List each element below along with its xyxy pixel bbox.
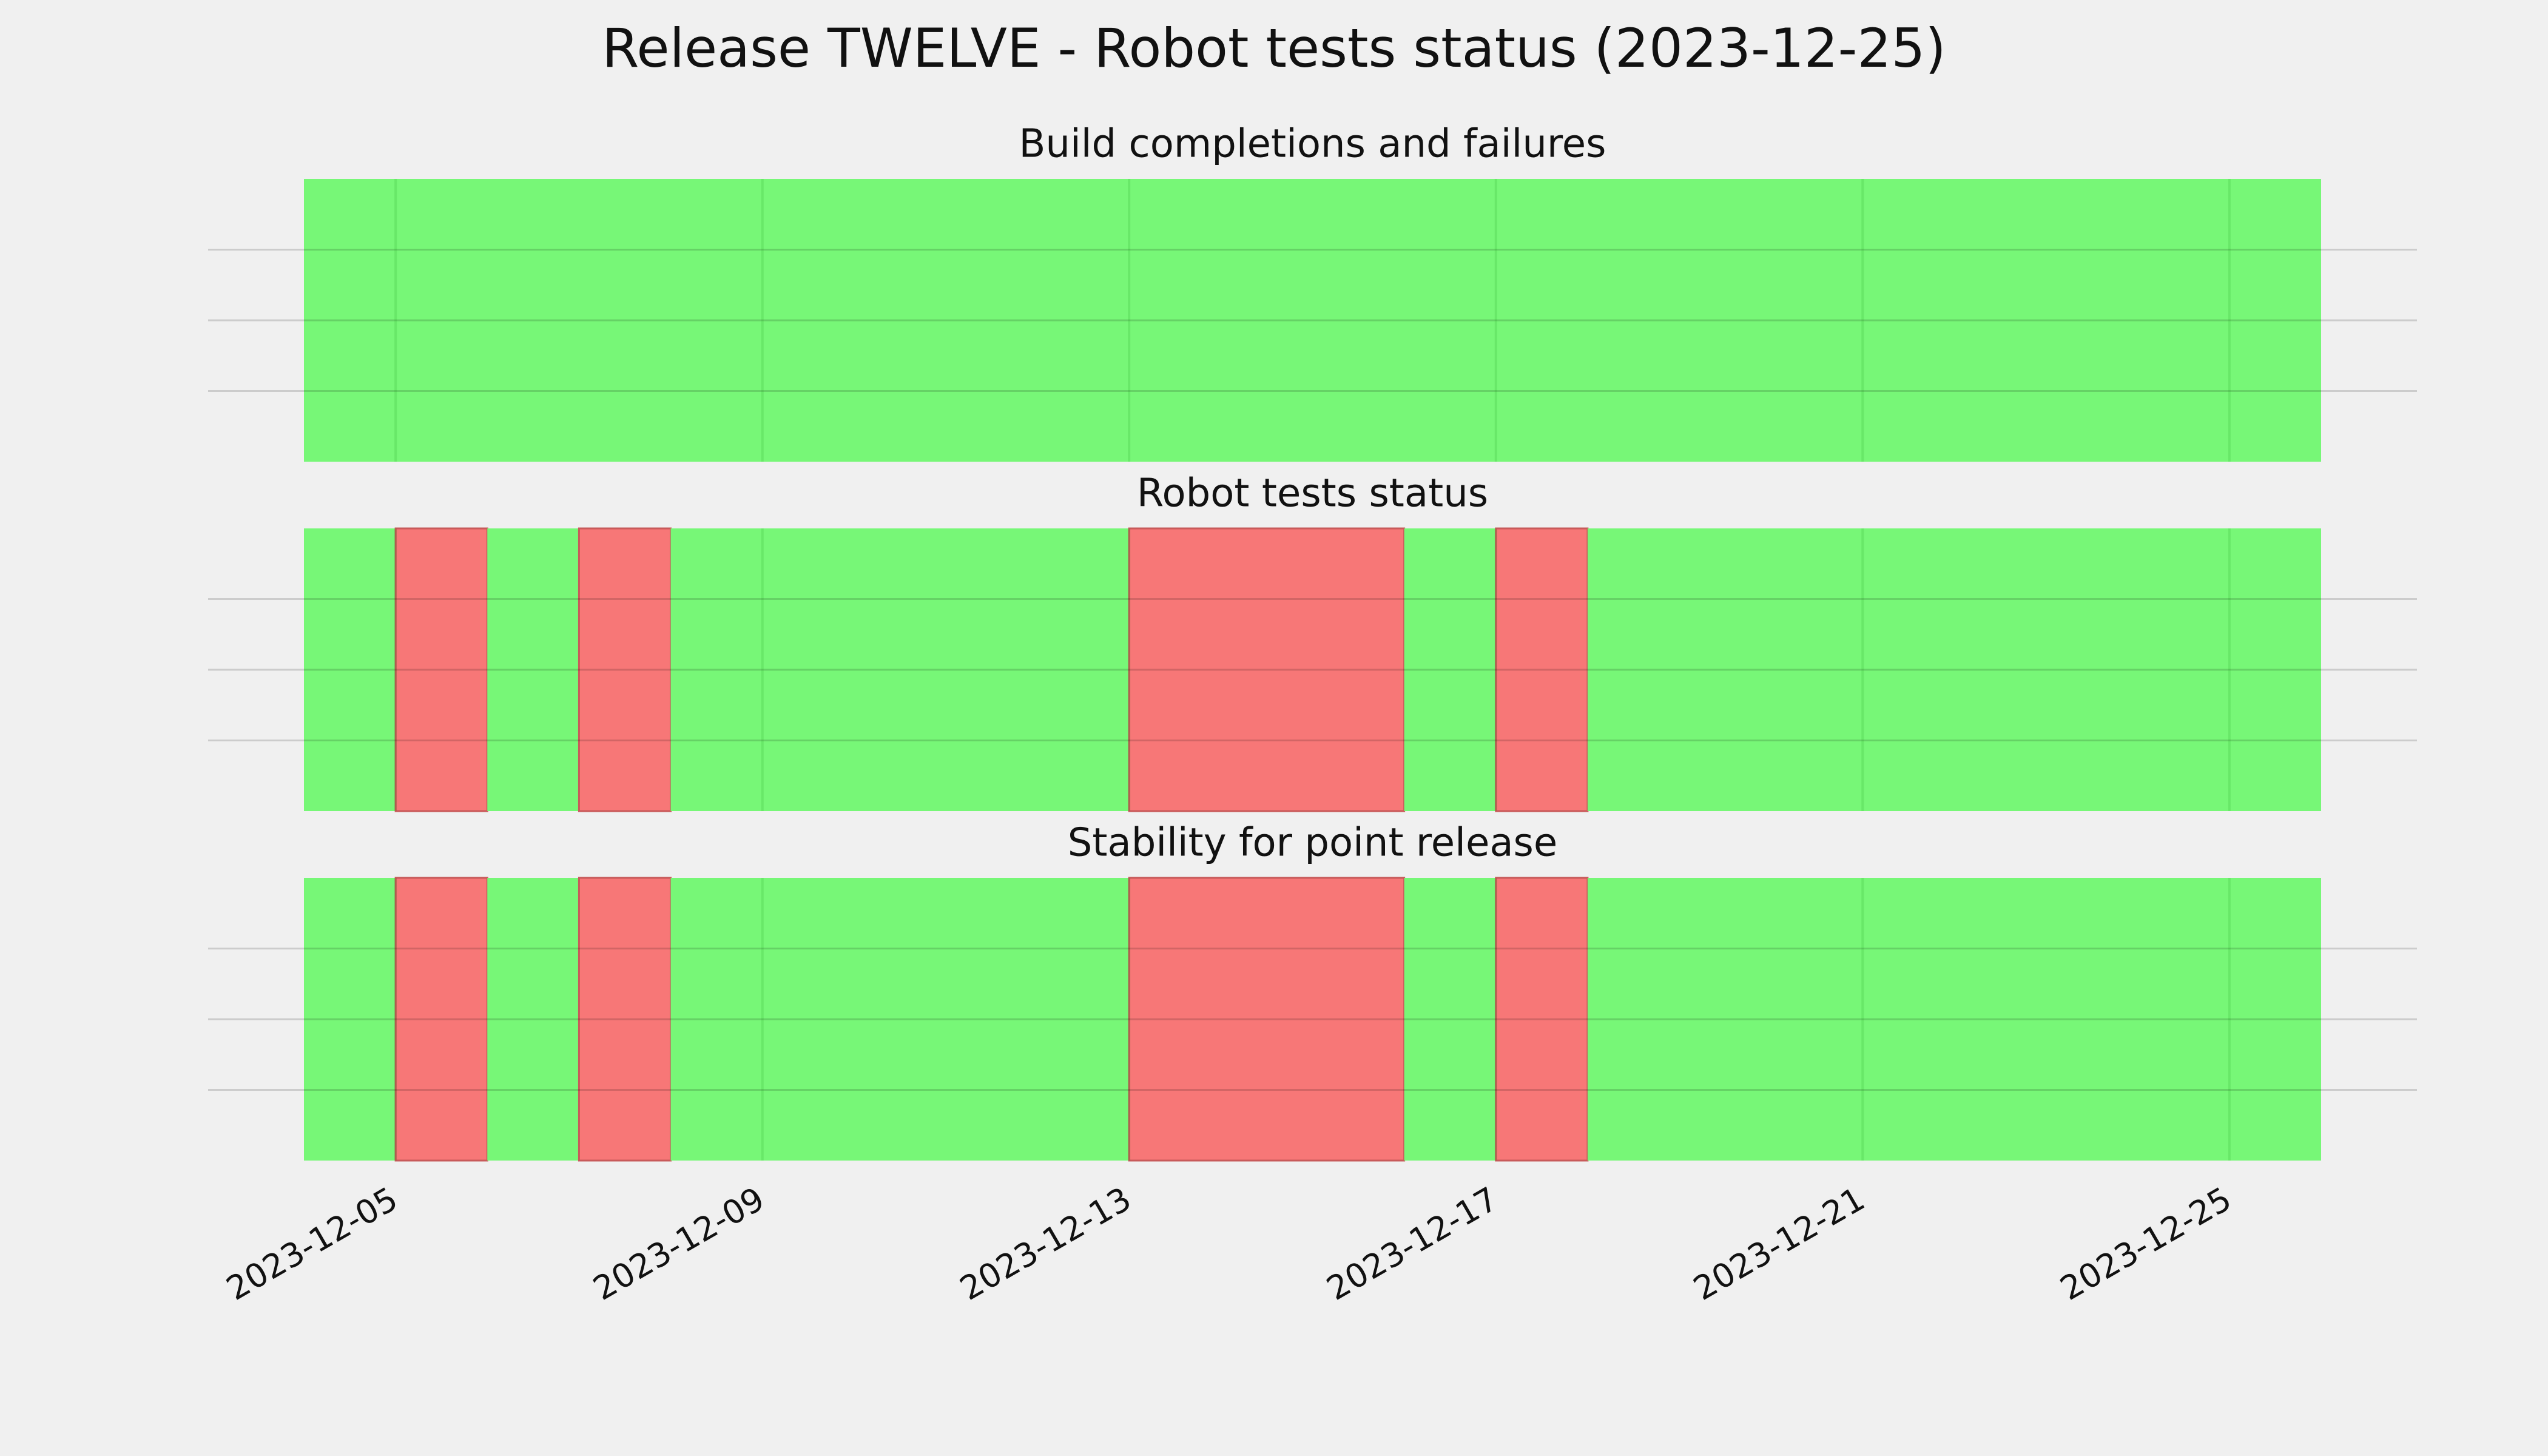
panel-title: Build completions and failures bbox=[1019, 122, 1606, 167]
status-span bbox=[304, 878, 396, 1161]
status-span bbox=[1128, 527, 1406, 812]
status-span bbox=[487, 878, 579, 1161]
status-span bbox=[1587, 878, 2321, 1161]
status-span bbox=[1587, 528, 2321, 811]
panel-title: Stability for point release bbox=[1068, 821, 1558, 866]
status-span bbox=[1404, 528, 1496, 811]
status-span bbox=[304, 528, 396, 811]
status-span bbox=[487, 528, 579, 811]
chart-title: Release TWELVE - Robot tests status (202… bbox=[602, 17, 1946, 79]
status-span bbox=[394, 877, 488, 1162]
status-span bbox=[1128, 877, 1406, 1162]
status-span bbox=[670, 528, 1130, 811]
status-span bbox=[1495, 527, 1589, 812]
status-span bbox=[670, 878, 1130, 1161]
status-span bbox=[1404, 878, 1496, 1161]
status-span bbox=[394, 527, 488, 812]
panel-title: Robot tests status bbox=[1137, 471, 1488, 516]
status-span bbox=[304, 179, 2321, 462]
status-span bbox=[1495, 877, 1589, 1162]
